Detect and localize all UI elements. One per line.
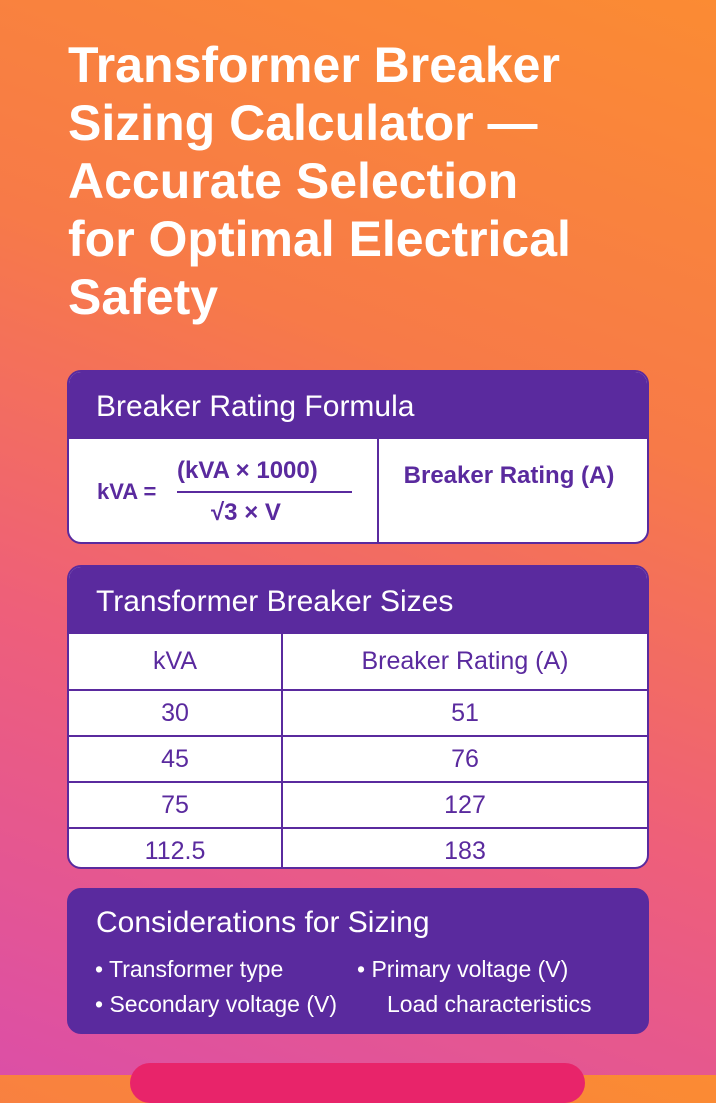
table-row: 112.5 183 [69, 827, 647, 867]
formula-card: Breaker Rating Formula kVA = (kVA × 1000… [67, 370, 649, 544]
title: Transformer Breaker Sizing Calculator — … [68, 36, 571, 326]
fraction-bar [177, 491, 352, 493]
table-cell: 51 [282, 689, 647, 736]
table-row: 75 127 [69, 781, 647, 828]
button[interactable] [130, 1063, 585, 1103]
table: kVA Breaker Rating (A) 30 51 45 76 75 127 112.… [69, 634, 647, 867]
item-text: Primary voltage (V) [371, 956, 569, 982]
considerations-card: Considerations for Sizing • Transformer … [67, 888, 649, 1034]
card-heading: Transformer Breaker Sizes [69, 567, 647, 634]
title-line: Transformer Breaker [68, 37, 560, 93]
column-header: Breaker Rating (A) [361, 647, 569, 675]
header-row: kVA Breaker Rating (A) [69, 634, 647, 690]
list-item: • Secondary voltage (V) [95, 991, 338, 1017]
table-row: 30 51 [69, 689, 647, 736]
formula-denominator: √3 × V [211, 499, 281, 526]
title-line: Accurate Selection [68, 153, 519, 209]
table-cell: 183 [282, 827, 647, 867]
card-heading: Breaker Rating Formula [69, 372, 647, 439]
item-text: Transformer type [109, 956, 284, 982]
table-cell: 127 [282, 781, 647, 828]
item-text: Secondary voltage (V) [109, 991, 338, 1017]
formula-result: Breaker Rating (A) [403, 462, 615, 489]
table-cell: 76 [282, 735, 647, 782]
card-heading: Considerations for Sizing [69, 890, 647, 952]
divider [377, 439, 379, 542]
item-text: Load characteristics [387, 991, 592, 1017]
table-cell: 75 [69, 781, 283, 828]
column-header: kVA [69, 634, 283, 690]
title-line: Safety [68, 269, 219, 325]
formula-numerator: (kVA × 1000) [177, 457, 318, 484]
table-cell: 112.5 [69, 827, 283, 867]
table-row: 45 76 [69, 735, 647, 782]
title-line: for Optimal Electrical [68, 211, 571, 267]
table-card: Transformer Breaker Sizes kVA Breaker Ra… [67, 565, 649, 869]
formula-body: kVA = (kVA × 1000) √3 × V Breaker Rating… [69, 439, 647, 542]
list-item: • Transformer type [95, 956, 284, 982]
title-line: Sizing Calculator — [68, 95, 538, 151]
list-item: • Primary voltage (V) [357, 956, 569, 982]
list-item: Load characteristics [387, 991, 592, 1018]
table-body: kVA Breaker Rating (A) 30 51 45 76 75 127 112.… [69, 634, 647, 867]
formula-lhs: kVA = [97, 479, 157, 504]
table-cell: 30 [69, 689, 283, 736]
table-cell: 45 [69, 735, 283, 782]
